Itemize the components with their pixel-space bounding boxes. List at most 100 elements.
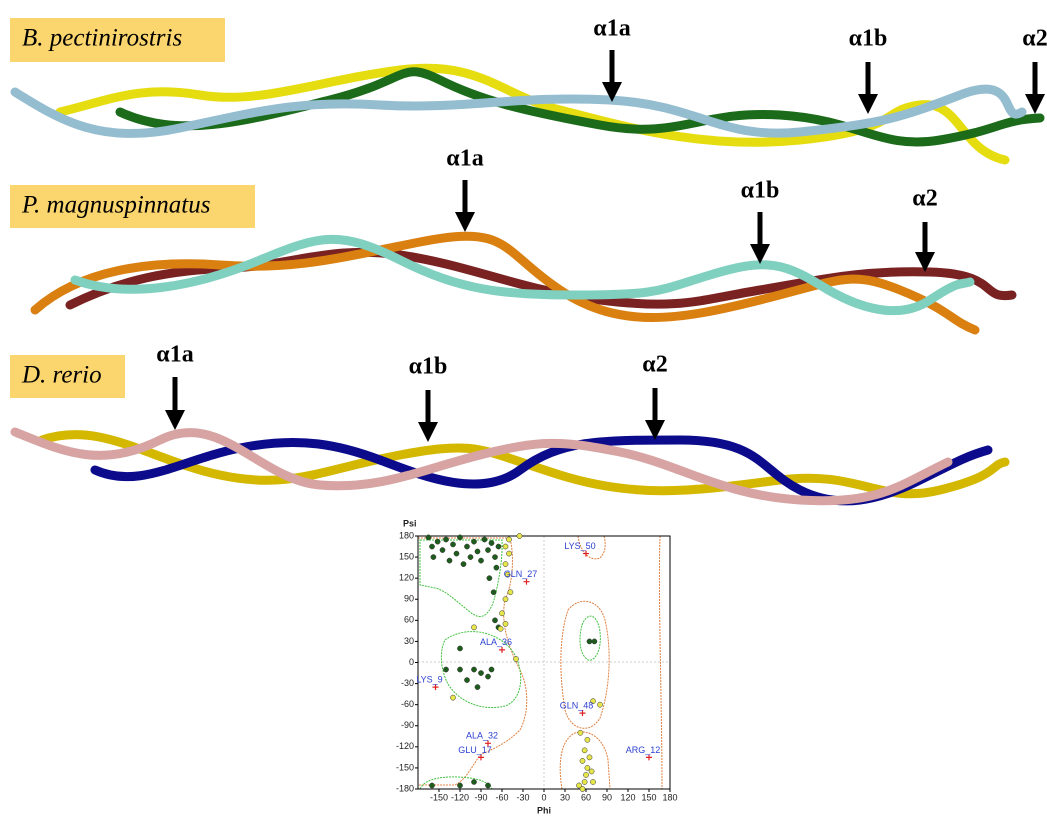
y-tick-label: -60 <box>401 699 414 709</box>
residue-point <box>457 667 462 672</box>
residue-point <box>597 702 602 707</box>
residue-point <box>585 737 590 742</box>
outlier-label: ALA_32 <box>466 731 498 741</box>
helix-label: α1a <box>156 342 193 368</box>
y-tick-label: -180 <box>396 783 414 793</box>
residue-point <box>582 748 587 753</box>
residue-point <box>496 544 501 549</box>
figure: B. pectinirostris α1a α1b α2 P. magnuspi… <box>0 0 1047 817</box>
residue-point <box>491 590 496 595</box>
outlier-label: ALA_36 <box>480 637 512 647</box>
y-tick-label: 60 <box>404 615 414 625</box>
y-tick-label: -150 <box>396 762 414 772</box>
residue-point <box>450 695 455 700</box>
species-label: B. pectinirostris <box>22 25 182 52</box>
x-tick-label: 0 <box>541 792 546 802</box>
y-tick-label: 120 <box>399 573 414 583</box>
helix-label: α1a <box>446 146 483 172</box>
x-tick-label: 180 <box>662 792 677 802</box>
residue-point <box>503 597 508 602</box>
residue-point <box>589 769 594 774</box>
residue-point <box>489 667 494 672</box>
residue-point <box>471 667 476 672</box>
x-tick-label: -60 <box>495 792 508 802</box>
residue-point <box>457 783 462 788</box>
residue-point <box>492 554 497 559</box>
residue-point <box>443 537 448 542</box>
residue-point <box>503 621 508 626</box>
residue-point <box>508 590 513 595</box>
x-tick-label: 60 <box>581 792 591 802</box>
outlier-label: LYS_9 <box>416 674 442 684</box>
residue-point <box>487 576 492 581</box>
residue-point <box>464 544 469 549</box>
residue-point <box>587 639 592 644</box>
residue-point <box>471 539 476 544</box>
x-tick-label: -150 <box>430 792 448 802</box>
residue-point <box>513 656 518 661</box>
residue-point <box>426 535 431 540</box>
x-tick-label: 150 <box>641 792 656 802</box>
residue-point <box>506 551 511 556</box>
residue-point <box>475 684 480 689</box>
residue-point <box>457 535 462 540</box>
residue-point <box>576 783 581 788</box>
residue-point <box>485 547 490 552</box>
residue-point <box>471 779 476 784</box>
residue-point <box>468 554 473 559</box>
y-tick-label: 0 <box>409 657 414 667</box>
residue-point <box>587 755 592 760</box>
x-tick-label: -90 <box>474 792 487 802</box>
residue-point <box>485 783 490 788</box>
helix-label: α2 <box>1022 26 1047 52</box>
residue-point <box>464 677 469 682</box>
residue-point <box>443 667 448 672</box>
residue-point <box>429 544 434 549</box>
x-tick-label: 90 <box>602 792 612 802</box>
species-label: P. magnuspinnatus <box>21 192 210 219</box>
figure-canvas: B. pectinirostris α1a α1b α2 P. magnuspi… <box>0 0 1047 817</box>
residue-point <box>506 537 511 542</box>
panel-1: B. pectinirostris α1a α1b α2 <box>10 16 1047 161</box>
outlier-label: GLN_48 <box>560 700 594 710</box>
x-tick-label: -30 <box>516 792 529 802</box>
residue-point <box>578 730 583 735</box>
x-tick-label: -120 <box>451 792 469 802</box>
residue-point <box>503 544 508 549</box>
helix-label: α2 <box>642 352 667 378</box>
residue-point <box>580 758 585 763</box>
residue-point <box>585 765 590 770</box>
residue-point <box>582 779 587 784</box>
species-label: D. rerio <box>21 362 102 389</box>
residue-point <box>440 547 445 552</box>
residue-point <box>492 618 497 623</box>
y-tick-label: 30 <box>404 636 414 646</box>
panel-2: P. magnuspinnatus α1a α1b α2 <box>10 146 1012 331</box>
residue-point <box>592 639 597 644</box>
residue-point <box>450 542 455 547</box>
residue-point <box>494 565 499 570</box>
residue-point <box>583 772 588 777</box>
residue-point <box>478 558 483 563</box>
residue-point <box>590 779 595 784</box>
outlier-label: GLU_17 <box>458 745 492 755</box>
y-tick-label: 90 <box>404 594 414 604</box>
helix-label: α1b <box>409 354 448 380</box>
residue-point <box>498 626 503 631</box>
residue-point <box>478 670 483 675</box>
x-axis-label: Phi <box>537 805 551 815</box>
residue-point <box>431 554 436 559</box>
residue-point <box>517 533 522 538</box>
residue-point <box>447 558 452 563</box>
outlier-label: LYS_50 <box>564 541 595 551</box>
residue-point <box>489 540 494 545</box>
residue-point <box>499 611 504 616</box>
helix-label: α1b <box>741 178 780 204</box>
residue-point <box>429 783 434 788</box>
x-tick-label: 30 <box>560 792 570 802</box>
y-tick-label: -30 <box>401 678 414 688</box>
y-tick-label: -120 <box>396 741 414 751</box>
residue-point <box>435 539 440 544</box>
residue-point <box>454 551 459 556</box>
